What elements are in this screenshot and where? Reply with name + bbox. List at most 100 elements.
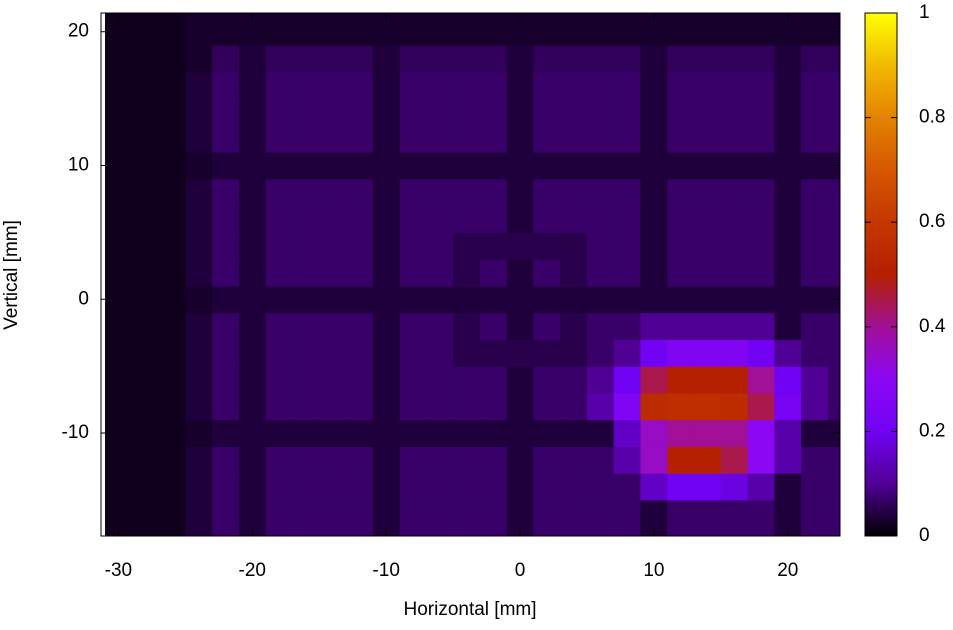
- heatmap-cell: [506, 232, 535, 260]
- heatmap-cell: [613, 312, 642, 340]
- heatmap-cell: [801, 526, 829, 536]
- colorbar-tick-label: 0.8: [919, 107, 945, 128]
- heatmap-cell: [774, 232, 802, 260]
- heatmap-cell: [158, 71, 186, 100]
- heatmap-cell: [827, 312, 840, 340]
- heatmap-cell: [265, 232, 294, 260]
- colorbar: [864, 12, 898, 537]
- heatmap-cell: [212, 125, 240, 153]
- heatmap-cell: [158, 392, 186, 421]
- heatmap-cell: [694, 366, 722, 394]
- heatmap-cell: [694, 526, 722, 536]
- heatmap-cell: [158, 18, 186, 46]
- heatmap-cell: [479, 473, 508, 501]
- colorbar-tick-label: 0: [919, 525, 930, 546]
- heatmap-cell: [586, 98, 615, 126]
- heatmap-cell: [319, 18, 347, 46]
- heatmap-cell: [586, 205, 615, 233]
- heatmap-cell: [586, 152, 615, 180]
- heatmap-cell: [479, 259, 508, 287]
- heatmap-cell: [774, 71, 802, 100]
- heatmap-cell: [533, 45, 561, 73]
- heatmap-cell: [640, 446, 668, 474]
- heatmap-cell: [506, 98, 535, 126]
- heatmap-cell: [185, 205, 213, 233]
- heatmap-cell: [105, 499, 133, 528]
- heatmap-cell: [533, 125, 561, 153]
- heatmap-cell: [399, 178, 427, 207]
- heatmap-cell: [613, 339, 642, 367]
- heatmap-cell: [479, 45, 508, 73]
- heatmap-cell: [827, 178, 840, 207]
- heatmap-cell: [827, 125, 840, 153]
- heatmap-cell: [319, 499, 347, 528]
- heatmap-cell: [212, 473, 240, 501]
- heatmap-cell: [426, 13, 454, 19]
- heatmap-cell: [345, 259, 374, 287]
- heatmap-cell: [185, 446, 213, 474]
- heatmap-cell: [185, 178, 213, 207]
- heatmap-cell: [560, 45, 588, 73]
- heatmap-cell: [613, 526, 642, 536]
- heatmap-cell: [586, 232, 615, 260]
- colorbar-tick-label: 1: [919, 2, 930, 23]
- heatmap-cell: [560, 339, 588, 367]
- heatmap-cell: [506, 71, 535, 100]
- heatmap-cell: [667, 71, 695, 100]
- heatmap-cell: [212, 45, 240, 73]
- heatmap-cell: [479, 71, 508, 100]
- heatmap-cell: [774, 125, 802, 153]
- heatmap-cell: [453, 473, 481, 501]
- y-tick-label: 20: [68, 21, 89, 42]
- heatmap-cell: [506, 312, 535, 340]
- heatmap-cell: [372, 366, 401, 394]
- heatmap-cell: [747, 526, 776, 536]
- heatmap-cell: [827, 499, 840, 528]
- heatmap-cell: [372, 205, 401, 233]
- heatmap-cell: [533, 339, 561, 367]
- heatmap-cell: [640, 125, 668, 153]
- heatmap-cell: [506, 285, 535, 314]
- heatmap-cell: [827, 473, 840, 501]
- heatmap-cell: [292, 366, 320, 394]
- heatmap-cell: [720, 392, 749, 421]
- heatmap-cell: [506, 446, 535, 474]
- heatmap-cell: [720, 125, 749, 153]
- heatmap-cell: [613, 366, 642, 394]
- heatmap-cell: [720, 499, 749, 528]
- heatmap-cell: [801, 178, 829, 207]
- heatmap-cell: [801, 312, 829, 340]
- heatmap-cell: [801, 419, 829, 447]
- heatmap-cell: [747, 499, 776, 528]
- heatmap-cell: [479, 178, 508, 207]
- heatmap-cell: [158, 13, 186, 19]
- heatmap-cell: [560, 419, 588, 447]
- heatmap-cell: [212, 366, 240, 394]
- heatmap-cell: [747, 473, 776, 501]
- heatmap-cell: [372, 392, 401, 421]
- heatmap-cell: [372, 339, 401, 367]
- heatmap-cell: [640, 205, 668, 233]
- heatmap-cell: [640, 71, 668, 100]
- heatmap-cell: [694, 178, 722, 207]
- heatmap-cell: [131, 339, 160, 367]
- heatmap-cell: [694, 71, 722, 100]
- heatmap-cell: [453, 259, 481, 287]
- heatmap-cell: [426, 473, 454, 501]
- heatmap-cell: [185, 232, 213, 260]
- heatmap-cell: [265, 312, 294, 340]
- heatmap-cell: [560, 499, 588, 528]
- heatmap-cell: [292, 13, 320, 19]
- heatmap-cell: [238, 45, 267, 73]
- heatmap-cell: [747, 446, 776, 474]
- heatmap-cell: [426, 71, 454, 100]
- heatmap-cell: [586, 419, 615, 447]
- heatmap-cell: [640, 178, 668, 207]
- heatmap-cell: [774, 45, 802, 73]
- heatmap-cell: [586, 526, 615, 536]
- heatmap-cell: [399, 366, 427, 394]
- heatmap-cell: [426, 312, 454, 340]
- heatmap-cell: [105, 259, 133, 287]
- heatmap-cell: [212, 392, 240, 421]
- heatmap-cell: [747, 98, 776, 126]
